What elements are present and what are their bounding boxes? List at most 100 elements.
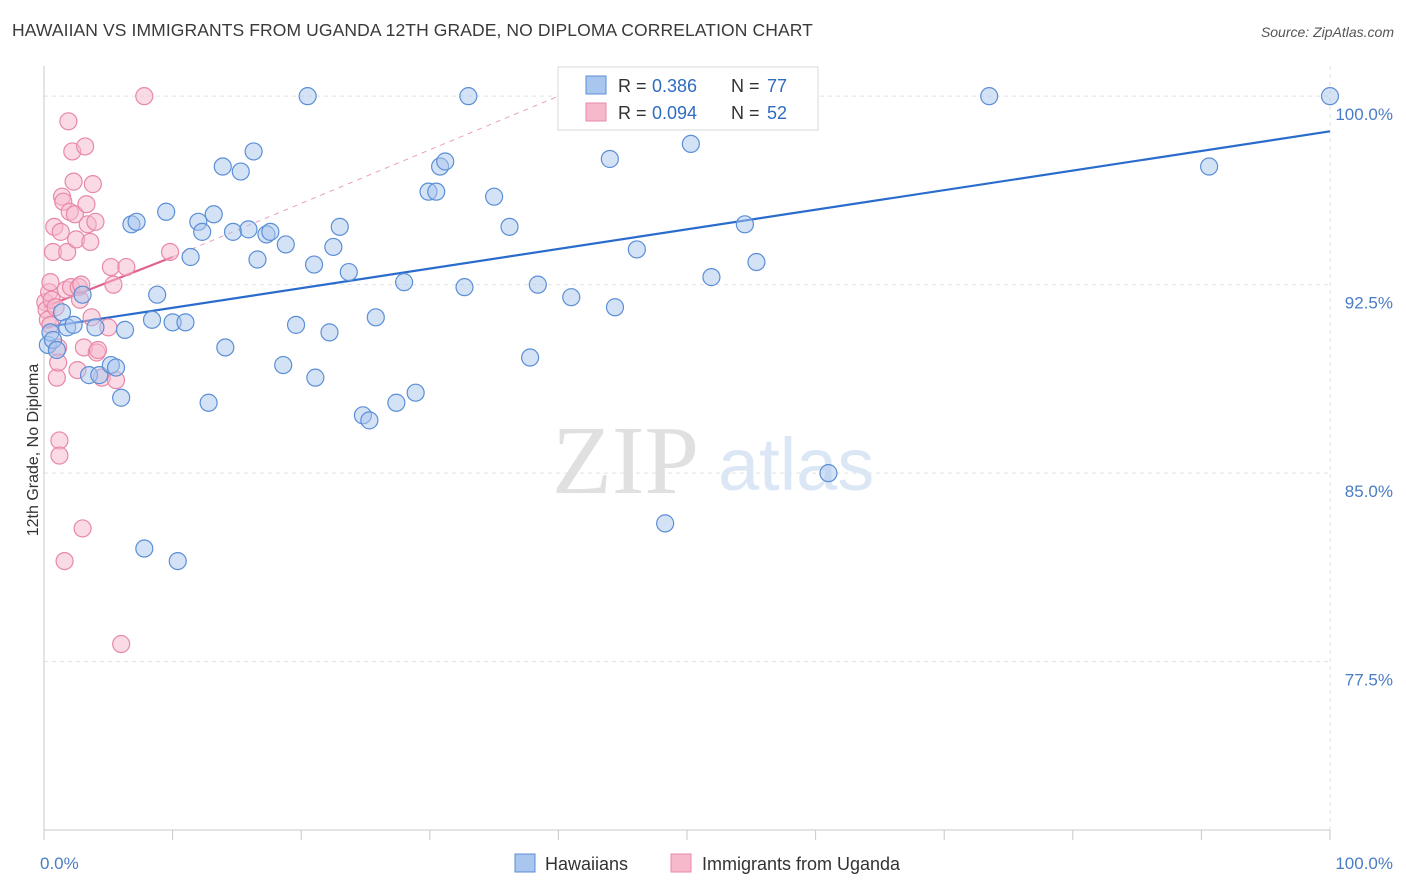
hawaiians-point-18 bbox=[142, 310, 162, 329]
hawaiians-point-70 bbox=[702, 268, 721, 287]
hawaiians-point-49 bbox=[360, 411, 379, 430]
hawaiians-point-43 bbox=[306, 368, 325, 387]
hawaiians-point-67 bbox=[627, 240, 646, 259]
hawaiians-point-74 bbox=[980, 87, 999, 106]
hawaiians-point-33 bbox=[239, 220, 258, 239]
hawaiians-point-14 bbox=[115, 320, 135, 339]
uganda-point-40 bbox=[86, 212, 105, 231]
hawaiians-point-73 bbox=[819, 464, 838, 483]
hawaiians-point-16 bbox=[127, 212, 146, 231]
hawaiians-point-13 bbox=[112, 388, 131, 407]
hawaiians-point-38 bbox=[276, 235, 295, 254]
uganda-point-26 bbox=[65, 205, 84, 224]
y-tick-label-3: 77.5% bbox=[1345, 671, 1393, 690]
legend-swatch-hawaiians bbox=[514, 853, 536, 873]
uganda-point-14 bbox=[50, 446, 69, 465]
hawaiians-point-65 bbox=[600, 149, 619, 169]
hawaiians-point-47 bbox=[339, 262, 358, 282]
x-tick-label-0: 0.0% bbox=[40, 854, 79, 873]
hawaiians-point-66 bbox=[605, 298, 625, 317]
uganda-point-15 bbox=[51, 222, 70, 241]
hawaiians-point-32 bbox=[231, 162, 250, 181]
trend-hawaiians bbox=[43, 130, 1331, 329]
uganda-point-45 bbox=[101, 257, 120, 277]
hawaiians-point-71 bbox=[735, 215, 754, 234]
y-tick-label-2: 85.0% bbox=[1345, 482, 1393, 501]
uganda-point-25 bbox=[64, 172, 83, 191]
y-tick-labels: 100.0% 92.5% 85.0% 77.5% bbox=[1335, 105, 1393, 689]
stats-n-value-pink: 52 bbox=[767, 103, 787, 123]
bottom-legend: Hawaiians Immigrants from Uganda bbox=[514, 853, 901, 874]
uganda-point-18 bbox=[55, 551, 74, 571]
legend-label-uganda: Immigrants from Uganda bbox=[702, 854, 901, 874]
stats-r-label-pink: R = bbox=[618, 103, 647, 123]
uganda-point-42 bbox=[88, 340, 108, 360]
hawaiians-point-41 bbox=[298, 87, 317, 106]
trend-lines bbox=[43, 95, 1331, 329]
hawaiians-point-50 bbox=[366, 308, 385, 327]
stats-legend-swatch-pink bbox=[585, 102, 607, 122]
hawaiians-point-28 bbox=[204, 205, 223, 224]
hawaiians-point-51 bbox=[387, 393, 406, 412]
hawaiians-point-17 bbox=[135, 539, 154, 558]
hawaiians-point-59 bbox=[459, 87, 478, 106]
y-axis-title: 12th Grade, No Diploma bbox=[25, 364, 42, 537]
hawaiians-point-29 bbox=[213, 157, 232, 176]
hawaiians-point-76 bbox=[1320, 87, 1340, 106]
hawaiians-point-7 bbox=[73, 285, 92, 304]
legend-swatch-uganda bbox=[670, 853, 692, 873]
hawaiians-point-20 bbox=[157, 202, 176, 221]
hawaiians-point-69 bbox=[681, 134, 700, 154]
watermark-atlas: atlas bbox=[718, 423, 874, 506]
uganda-point-34 bbox=[76, 137, 95, 156]
stats-r-value-blue: 0.386 bbox=[652, 76, 697, 96]
uganda-point-48 bbox=[112, 634, 131, 654]
hawaiians-point-3 bbox=[47, 340, 66, 360]
uganda-point-51 bbox=[160, 242, 180, 262]
stats-n-label-blue: N = bbox=[731, 76, 760, 96]
uganda-point-50 bbox=[135, 87, 154, 106]
hawaiians-point-68 bbox=[656, 514, 675, 533]
series-hawaiians bbox=[38, 87, 1340, 571]
hawaiians-point-12 bbox=[106, 358, 126, 377]
hawaiians-point-64 bbox=[562, 288, 581, 307]
hawaiians-point-30 bbox=[216, 338, 235, 357]
axes bbox=[43, 66, 1331, 840]
hawaiians-point-63 bbox=[528, 275, 547, 294]
uganda-point-13 bbox=[50, 431, 69, 450]
uganda-point-35 bbox=[77, 195, 96, 214]
stats-n-label-pink: N = bbox=[731, 103, 760, 123]
watermark-zip: ZIP bbox=[552, 407, 699, 515]
uganda-point-46 bbox=[104, 275, 123, 294]
hawaiians-point-46 bbox=[330, 217, 349, 236]
y-tick-label-1: 92.5% bbox=[1345, 294, 1393, 313]
hawaiians-point-75 bbox=[1200, 157, 1219, 176]
stats-r-value-pink: 0.094 bbox=[652, 103, 697, 123]
uganda-point-39 bbox=[83, 175, 102, 194]
uganda-point-10 bbox=[47, 368, 66, 387]
stats-legend: R = 0.386 N = 77 R = 0.094 N = 52 bbox=[557, 66, 819, 131]
legend-label-hawaiians: Hawaiians bbox=[545, 854, 628, 874]
hawaiians-point-9 bbox=[86, 318, 105, 337]
hawaiians-point-37 bbox=[261, 222, 280, 241]
hawaiians-point-10 bbox=[90, 366, 109, 385]
hawaiians-point-24 bbox=[181, 247, 200, 267]
hawaiians-point-31 bbox=[223, 222, 243, 241]
hawaiians-point-58 bbox=[455, 278, 474, 297]
hawaiians-point-39 bbox=[274, 355, 293, 375]
watermark: ZIP atlas bbox=[552, 407, 874, 515]
hawaiians-point-60 bbox=[485, 187, 504, 206]
uganda-point-20 bbox=[58, 242, 77, 262]
hawaiians-point-53 bbox=[406, 383, 425, 402]
uganda-point-37 bbox=[81, 232, 100, 252]
stats-n-value-blue: 77 bbox=[767, 76, 787, 96]
hawaiians-point-26 bbox=[193, 222, 212, 241]
uganda-point-32 bbox=[73, 519, 92, 538]
hawaiians-point-45 bbox=[324, 237, 343, 257]
y-tick-label-0: 100.0% bbox=[1335, 105, 1393, 124]
x-tick-label-1: 100.0% bbox=[1335, 854, 1393, 873]
stats-r-label-blue: R = bbox=[618, 76, 647, 96]
chart-title: HAWAIIAN VS IMMIGRANTS FROM UGANDA 12TH … bbox=[12, 20, 813, 40]
hawaiians-point-40 bbox=[286, 315, 306, 334]
